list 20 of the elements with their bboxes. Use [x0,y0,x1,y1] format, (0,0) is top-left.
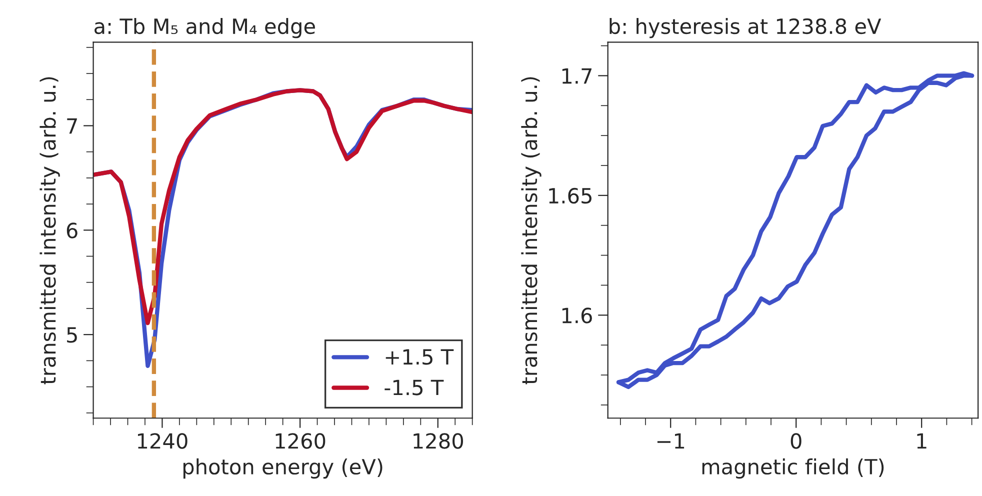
chart-title: b: hysteresis at 1238.8 eV [610,18,882,38]
legend-label: -1.5 T [384,380,444,396]
x-tick-label: 0 [790,433,802,449]
y-tick-label: 5 [67,327,77,343]
x-axis-title: magnetic field (T) [702,458,884,479]
x-tick-label: −1 [657,433,684,449]
y-axis-title: transmitted intensity (arb. u.) [40,77,60,384]
x-axis-title: photon energy (eV) [183,458,382,479]
y-tick-label: 1.65 [549,188,592,204]
legend-label: +1.5 T [386,349,454,365]
chart-title: a: Tb M₅ and M₄ edge [94,18,315,38]
y-axis-title: transmitted intensity (arb. u.) [521,77,542,384]
y-tick-label: 7 [67,118,77,134]
y-tick-label: 1.6 [562,308,592,324]
x-tick-label: 1240 [138,433,188,449]
x-tick-label: 1260 [276,433,326,449]
y-tick-label: 6 [66,222,78,238]
x-tick-label: 1 [917,433,926,449]
x-tick-label: 1280 [414,433,464,449]
y-tick-label: 1.7 [562,68,592,84]
